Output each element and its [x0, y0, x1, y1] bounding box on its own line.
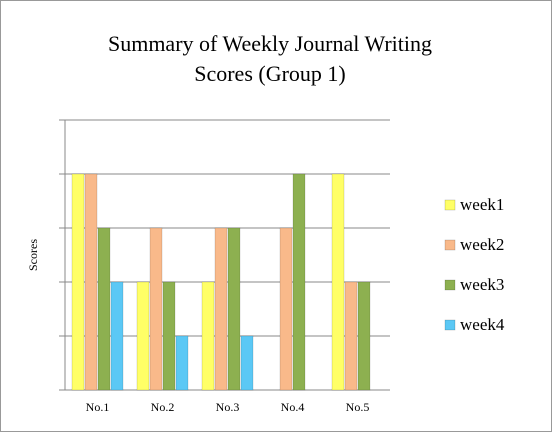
- legend-label: week3: [460, 275, 504, 294]
- bar: [201, 281, 215, 391]
- bar: [214, 227, 228, 391]
- y-axis-label: Scores: [26, 239, 40, 271]
- x-tick-label: No.4: [281, 400, 305, 414]
- bar: [227, 227, 241, 391]
- legend-swatch: [444, 279, 456, 291]
- bar: [344, 281, 358, 391]
- legend-swatch: [444, 199, 456, 211]
- legend-label: week1: [460, 195, 504, 214]
- bar: [71, 173, 85, 391]
- bar: [149, 227, 163, 391]
- bar: [331, 173, 345, 391]
- x-tick-label: No.2: [151, 400, 175, 414]
- chart-title: Scores (Group 1): [194, 61, 346, 86]
- bar: [292, 173, 306, 391]
- bar: [162, 281, 176, 391]
- bar: [136, 281, 150, 391]
- bar: [97, 227, 111, 391]
- x-tick-label: No.5: [346, 400, 370, 414]
- legend-label: week2: [460, 235, 504, 254]
- bar: [357, 281, 371, 391]
- legend-swatch: [444, 239, 456, 251]
- bar: [240, 335, 254, 391]
- bar: [279, 227, 293, 391]
- legend-label: week4: [460, 315, 505, 334]
- bar: [110, 281, 124, 391]
- chart-title: Summary of Weekly Journal Writing: [108, 31, 432, 56]
- x-tick-label: No.3: [216, 400, 240, 414]
- bar: [175, 335, 189, 391]
- bar: [84, 173, 98, 391]
- x-tick-label: No.1: [86, 400, 110, 414]
- legend-swatch: [444, 319, 456, 331]
